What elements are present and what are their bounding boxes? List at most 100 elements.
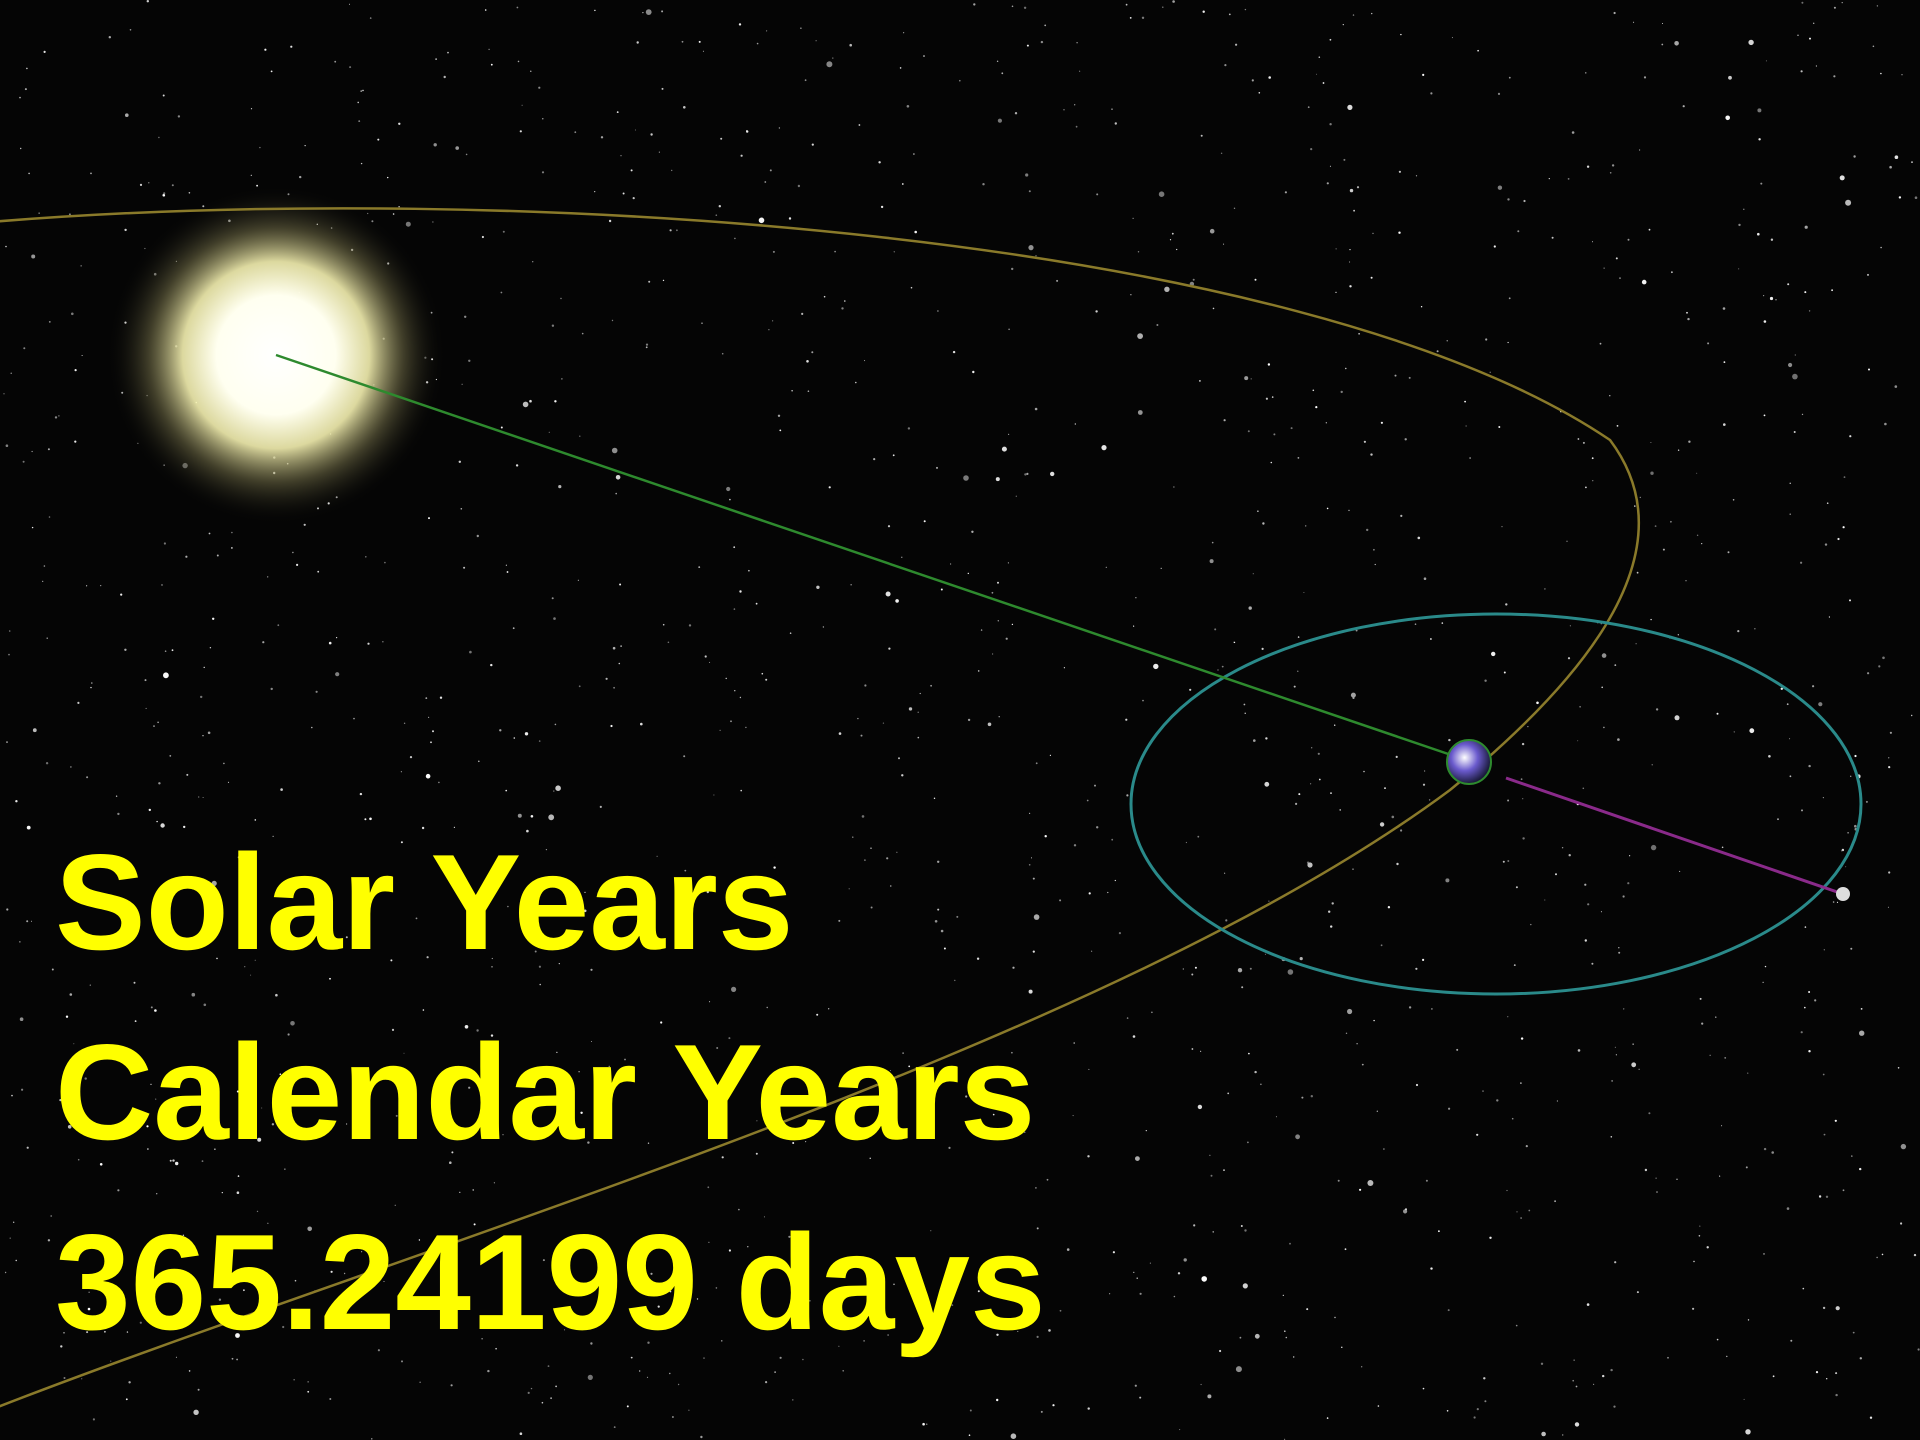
star (1854, 825, 1857, 828)
star (1765, 966, 1766, 967)
star (1843, 526, 1845, 528)
star (1723, 307, 1726, 310)
star (528, 1392, 530, 1394)
star (542, 118, 543, 119)
star (895, 599, 899, 603)
star (1272, 396, 1274, 398)
star (31, 921, 32, 922)
star (844, 300, 846, 302)
star (922, 1423, 925, 1426)
star (633, 197, 635, 199)
star (1339, 809, 1341, 811)
star (308, 1381, 309, 1382)
star (996, 477, 1000, 481)
star (1602, 1375, 1604, 1377)
star (31, 451, 32, 452)
star (1264, 782, 1269, 787)
star (539, 984, 541, 986)
star (1477, 1408, 1479, 1410)
star (284, 1169, 285, 1170)
star (147, 0, 149, 2)
star (1693, 1261, 1694, 1262)
star (513, 627, 515, 629)
star (1667, 1357, 1669, 1359)
star (1549, 178, 1550, 179)
star (1101, 445, 1106, 450)
star (1491, 652, 1495, 656)
star (646, 346, 648, 348)
star (1824, 949, 1825, 950)
star (193, 1410, 198, 1415)
star (1645, 1169, 1647, 1171)
star (185, 556, 187, 558)
star (1484, 1400, 1486, 1402)
star (579, 685, 581, 687)
star (1766, 60, 1767, 61)
star (1012, 967, 1014, 969)
star (1029, 813, 1030, 814)
star (1536, 702, 1539, 705)
star (464, 316, 466, 318)
star (198, 1389, 200, 1391)
star (1353, 14, 1354, 15)
star (1343, 24, 1344, 25)
star (689, 624, 691, 626)
star (1833, 75, 1835, 77)
star (130, 29, 132, 31)
star (27, 1147, 29, 1149)
star (1603, 727, 1605, 729)
star (1347, 1009, 1352, 1014)
star (1901, 1144, 1906, 1149)
star (1133, 626, 1134, 627)
star (1737, 630, 1739, 632)
star (334, 61, 336, 63)
star (1790, 483, 1791, 484)
star (410, 756, 412, 758)
star (1764, 1148, 1766, 1150)
star (1201, 1384, 1202, 1385)
star (1221, 153, 1222, 154)
star (683, 106, 686, 109)
star (1349, 262, 1350, 263)
star (1033, 951, 1035, 953)
star (428, 717, 429, 718)
star (210, 647, 211, 648)
star (1027, 45, 1029, 47)
star (428, 517, 430, 519)
star (855, 382, 857, 384)
star (978, 670, 980, 672)
star (1448, 1309, 1450, 1311)
star (406, 222, 411, 227)
star (1126, 4, 1128, 6)
star (1395, 375, 1397, 377)
star (610, 725, 612, 727)
star (553, 790, 554, 791)
star (1748, 40, 1753, 45)
star (425, 697, 427, 699)
star (1882, 1254, 1884, 1256)
star (997, 61, 998, 62)
star (1111, 839, 1113, 841)
star (828, 1008, 829, 1009)
star (1867, 672, 1869, 674)
star (172, 649, 174, 651)
star (1512, 1118, 1514, 1120)
star (494, 1182, 495, 1183)
star (1587, 166, 1589, 168)
star (117, 1189, 119, 1191)
star (1343, 159, 1345, 161)
star (871, 907, 873, 909)
star (1602, 653, 1607, 658)
star (1452, 37, 1453, 38)
star (923, 55, 925, 57)
star (1566, 541, 1567, 542)
star (808, 390, 810, 392)
star (1363, 771, 1365, 773)
star (1614, 664, 1616, 666)
star (488, 49, 489, 50)
star (1207, 1394, 1211, 1398)
star (259, 147, 260, 148)
star (1627, 882, 1629, 884)
star (1273, 433, 1275, 435)
star (518, 814, 522, 818)
